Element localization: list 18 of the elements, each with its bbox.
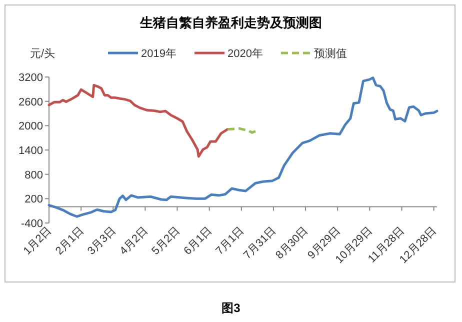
chart-title: 生猪自繁自养盈利走势及预测图	[139, 15, 322, 30]
x-tick-label: 2月1日	[53, 224, 86, 258]
y-tick-label: -400	[20, 218, 43, 230]
x-tick-label: 6月1日	[182, 224, 214, 258]
legend-label: 预测值	[314, 48, 347, 60]
legend-label: 2019年	[141, 48, 176, 60]
y-tick-label: 3200	[18, 72, 43, 84]
y-axis-title: 元/头	[30, 47, 56, 60]
y-tick-label: 1400	[18, 145, 43, 157]
y-tick-label: 2600	[18, 96, 43, 108]
y-tick-label: 2000	[18, 120, 43, 133]
y-tick-label: 800	[24, 169, 43, 182]
x-tick-label: 5月2日	[150, 224, 182, 258]
legend-label: 2020年	[227, 48, 263, 60]
x-tick-label: 4月2日	[118, 224, 150, 258]
x-tick-label: 3月3日	[86, 224, 118, 258]
y-tick-label: 200	[24, 194, 43, 206]
caption: 图3	[222, 301, 241, 315]
